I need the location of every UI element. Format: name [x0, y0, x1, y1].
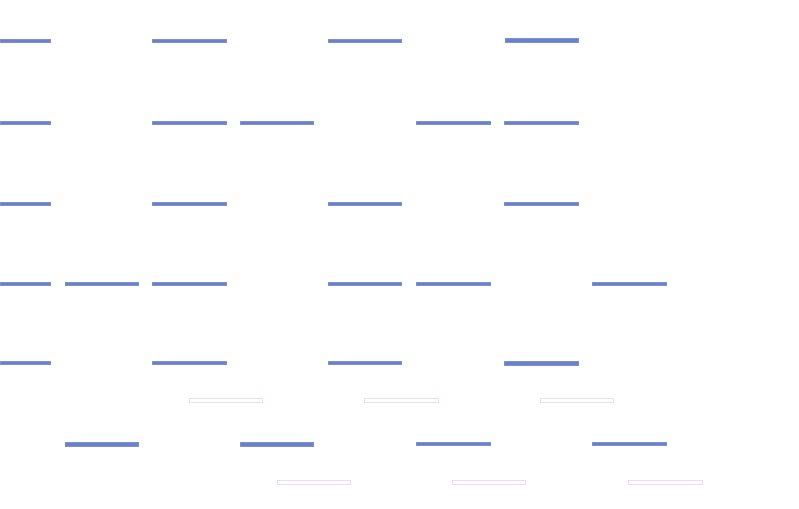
- bar: [416, 282, 491, 286]
- bar: [328, 361, 402, 365]
- bar: [152, 39, 227, 43]
- bar: [504, 202, 579, 206]
- outline-box: [189, 398, 263, 403]
- bar: [328, 282, 402, 286]
- bar: [592, 282, 667, 286]
- outline-box: [364, 398, 439, 403]
- outline-box: [452, 480, 526, 485]
- bar: [505, 38, 579, 43]
- bar: [152, 121, 227, 125]
- bar: [416, 442, 491, 446]
- bar: [152, 282, 227, 286]
- bar: [592, 442, 667, 446]
- outline-box: [277, 480, 351, 485]
- bar: [328, 202, 402, 206]
- bar: [65, 282, 139, 286]
- bar: [328, 39, 402, 43]
- bar: [240, 121, 314, 125]
- bar: [152, 361, 227, 365]
- bar: [0, 202, 51, 206]
- bar: [0, 361, 51, 365]
- bar: [240, 442, 314, 447]
- bar: [0, 39, 51, 43]
- outline-box: [628, 480, 703, 485]
- bar: [0, 121, 51, 125]
- bar: [504, 361, 579, 366]
- bar: [152, 202, 227, 206]
- bar: [416, 121, 491, 125]
- bar: [0, 282, 51, 286]
- bar: [65, 442, 139, 447]
- bar: [504, 121, 579, 125]
- outline-box: [540, 398, 614, 403]
